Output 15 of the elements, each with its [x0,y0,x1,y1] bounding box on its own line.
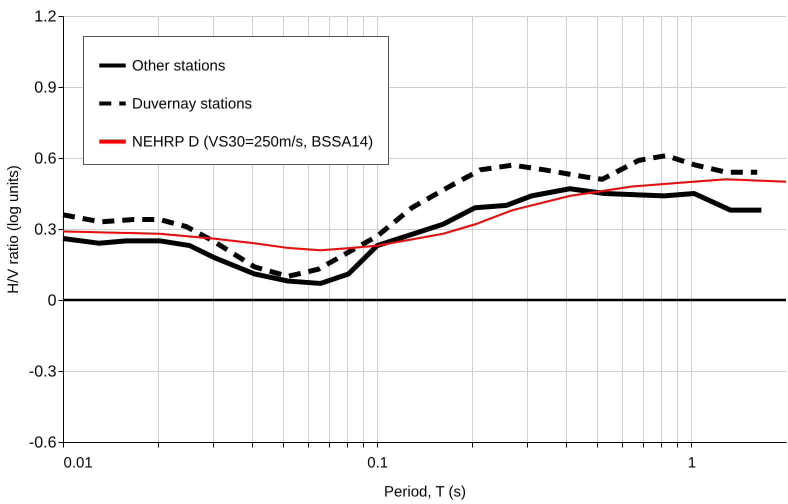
legend-label: NEHRP D (VS30=250m/s, BSSA14) [132,134,374,150]
x-tick-label: 0.1 [367,454,388,472]
y-axis-title: H/V ratio (log units) [4,165,22,294]
y-tick-label: 0.6 [34,150,57,168]
y-tick-label: 0 [48,292,57,310]
y-tick-label: 0.3 [34,222,57,238]
y-tick-label: 1.2 [34,8,57,26]
y-tick-label: 0.9 [34,80,57,96]
legend-label: Duvernay stations [132,96,252,112]
x-axis-title: Period, T (s) [384,484,466,500]
x-tick-label: 1 [688,454,696,472]
x-tick-label: 0.01 [64,454,93,472]
legend-label: Other stations [132,58,226,74]
y-tick-label: -0.6 [28,434,57,452]
y-tick-label: -0.3 [28,364,57,380]
